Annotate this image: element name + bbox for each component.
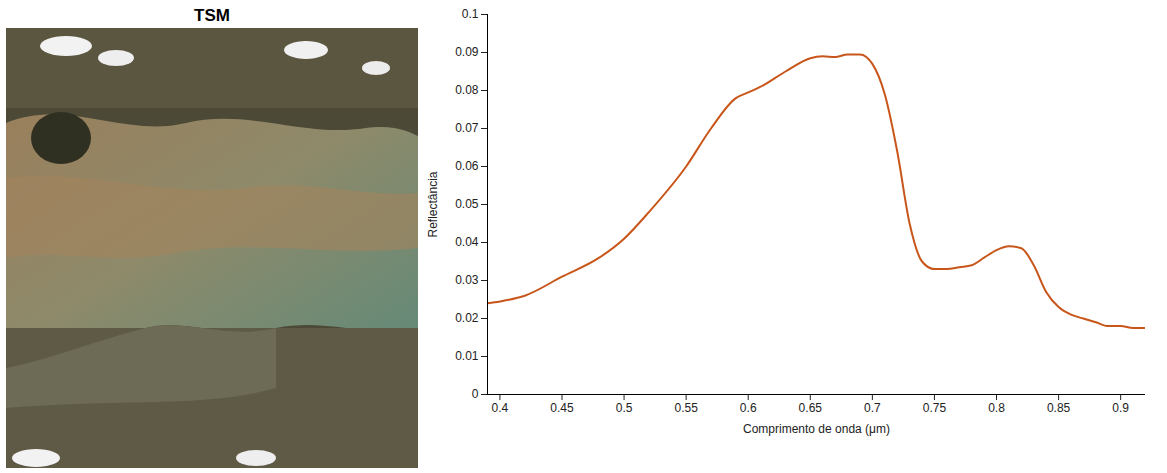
svg-text:0.02: 0.02 (455, 311, 479, 325)
svg-text:0.05: 0.05 (455, 197, 479, 211)
svg-text:0.09: 0.09 (455, 45, 479, 59)
svg-text:0.55: 0.55 (674, 401, 698, 415)
svg-text:0.9: 0.9 (1112, 401, 1129, 415)
svg-text:Comprimento de onda (μm): Comprimento de onda (μm) (743, 422, 890, 436)
svg-text:0.45: 0.45 (550, 401, 574, 415)
svg-text:0.4: 0.4 (492, 401, 509, 415)
svg-text:0.75: 0.75 (923, 401, 947, 415)
svg-text:0.1: 0.1 (462, 7, 479, 21)
svg-text:0.65: 0.65 (799, 401, 823, 415)
svg-text:Reflectância: Reflectância (426, 171, 440, 237)
svg-text:0.07: 0.07 (455, 121, 479, 135)
svg-text:0.06: 0.06 (455, 159, 479, 173)
svg-text:0.01: 0.01 (455, 349, 479, 363)
svg-text:0.03: 0.03 (455, 273, 479, 287)
svg-text:0.85: 0.85 (1047, 401, 1071, 415)
html-text:TSM: TSM (194, 6, 230, 25)
svg-text:0.04: 0.04 (455, 235, 479, 249)
svg-text:0.6: 0.6 (740, 401, 757, 415)
svg-text:0.5: 0.5 (616, 401, 633, 415)
svg-text:0: 0 (472, 387, 479, 401)
svg-text:0.08: 0.08 (455, 83, 479, 97)
svg-text:0.7: 0.7 (864, 401, 881, 415)
svg-text:0.8: 0.8 (988, 401, 1005, 415)
